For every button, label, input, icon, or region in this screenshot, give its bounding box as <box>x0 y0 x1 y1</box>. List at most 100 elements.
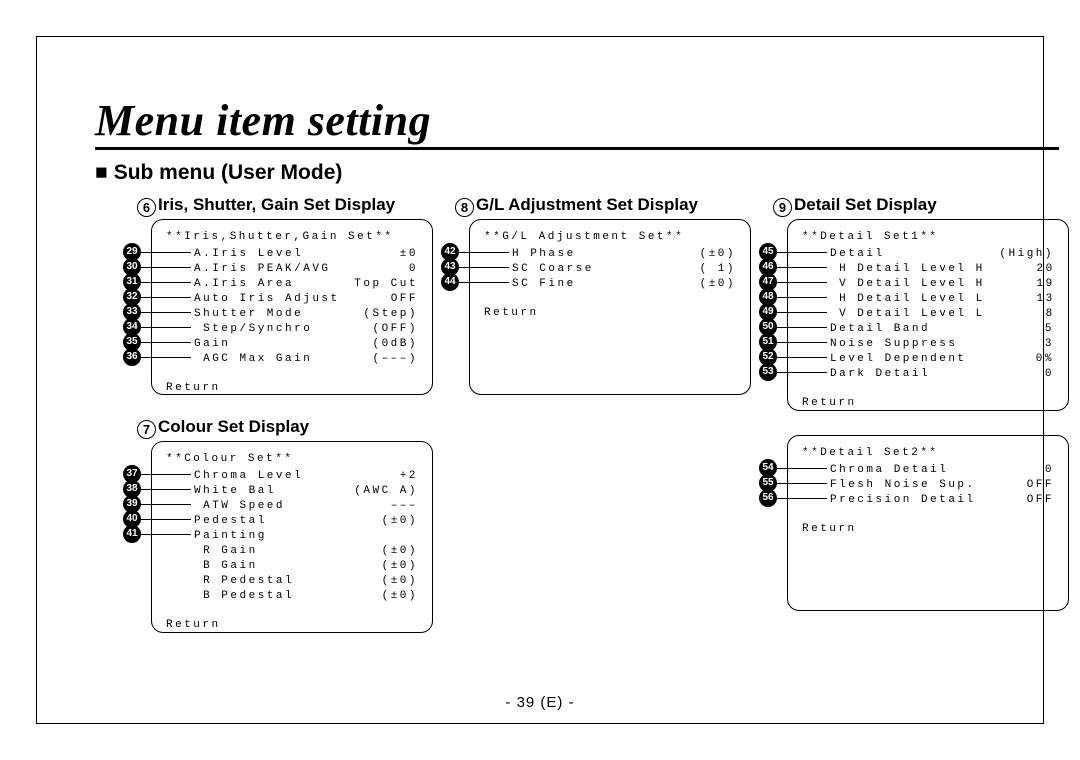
menu-row-value: (OFF) <box>348 322 418 337</box>
panel-header: **Detail Set1** <box>802 230 1054 245</box>
menu-row-value: (±0) <box>348 514 418 529</box>
menu-panel-gl: **G/L Adjustment Set**H Phase(±0)SC Coar… <box>469 219 751 395</box>
menu-row-label: Detail Band <box>830 322 984 337</box>
page-frame: Menu item setting ■Sub menu (User Mode) … <box>36 36 1044 724</box>
menu-row: A.Iris AreaTop Cut <box>194 277 418 292</box>
leader-line <box>141 534 191 535</box>
menu-row-value: 0 <box>984 367 1054 382</box>
menu-row: Chroma Detail0 <box>830 463 1054 478</box>
menu-row-value: Top Cut <box>348 277 418 292</box>
leader-line <box>141 519 191 520</box>
panel-title-colour: 7Colour Set Display <box>137 417 309 439</box>
panel-header: **Colour Set** <box>166 452 418 467</box>
menu-row: Level Dependent0% <box>830 352 1054 367</box>
menu-row: Noise Suppress3 <box>830 337 1054 352</box>
menu-row-label: B Gain <box>194 559 348 574</box>
menu-row: SC Fine(±0) <box>512 277 736 292</box>
section-bullet-icon: ■ <box>95 161 108 184</box>
menu-row: A.Iris Level±0 <box>194 247 418 262</box>
menu-row-value: OFF <box>984 478 1054 493</box>
menu-row-label: Painting <box>194 529 348 544</box>
leader-line <box>141 489 191 490</box>
leader-line <box>459 282 509 283</box>
menu-row-value: (±0) <box>348 559 418 574</box>
return-row: Return <box>484 306 736 321</box>
menu-row-label: H Phase <box>512 247 666 262</box>
menu-row-label: V Detail Level H <box>830 277 985 292</box>
menu-row: A.Iris PEAK/AVG0 <box>194 262 418 277</box>
menu-row-value: 0 <box>984 463 1054 478</box>
menu-row: Step/Synchro(OFF) <box>194 322 418 337</box>
menu-row-label: SC Fine <box>512 277 666 292</box>
page-title: Menu item setting <box>95 95 431 146</box>
menu-row-label: White Bal <box>194 484 348 499</box>
leader-line <box>141 342 191 343</box>
panel-title-text: Colour Set Display <box>158 417 309 436</box>
menu-row-value: 0% <box>984 352 1054 367</box>
row-number-badge: 41 <box>123 525 141 543</box>
menu-row-label: Precision Detail <box>830 493 984 508</box>
leader-line <box>777 312 827 313</box>
menu-row-value: OFF <box>984 493 1054 508</box>
leader-line <box>141 252 191 253</box>
panel-title-detail: 9Detail Set Display <box>773 195 937 217</box>
menu-row-value: (0dB) <box>348 337 418 352</box>
leader-line <box>141 297 191 298</box>
menu-row-value: OFF <box>348 292 418 307</box>
return-row: Return <box>802 396 1054 411</box>
menu-row: V Detail Level L8 <box>830 307 1054 322</box>
menu-row: SC Coarse( 1) <box>512 262 736 277</box>
menu-row-value <box>348 529 418 544</box>
menu-row: Precision DetailOFF <box>830 493 1054 508</box>
row-number-badge: 36 <box>123 348 141 366</box>
title-underline <box>95 147 1059 150</box>
menu-row-value: 20 <box>985 262 1055 277</box>
leader-line <box>777 357 827 358</box>
menu-row: R Pedestal(±0) <box>194 574 418 589</box>
menu-row-label: A.Iris Level <box>194 247 348 262</box>
menu-row-value: (–––) <box>348 352 418 367</box>
menu-row-value: (±0) <box>348 589 418 604</box>
menu-row-value: 5 <box>984 322 1054 337</box>
page-number: - 39 (E) - <box>37 694 1043 711</box>
return-row: Return <box>166 618 418 633</box>
menu-row-value: ––– <box>348 499 418 514</box>
menu-row: White Bal(AWC A) <box>194 484 418 499</box>
menu-row: Detail(High) <box>830 247 1054 262</box>
leader-line <box>777 282 827 283</box>
menu-row-label: Shutter Mode <box>194 307 348 322</box>
menu-row-value: 8 <box>985 307 1055 322</box>
menu-row-value: 13 <box>985 292 1055 307</box>
circled-number-icon: 7 <box>137 420 156 439</box>
menu-row: AGC Max Gain(–––) <box>194 352 418 367</box>
menu-row-label: Auto Iris Adjust <box>194 292 348 307</box>
menu-row: Gain(0dB) <box>194 337 418 352</box>
leader-line <box>777 252 827 253</box>
menu-row-value: (±0) <box>666 277 736 292</box>
menu-row-value: 19 <box>985 277 1055 292</box>
menu-row-label: Chroma Level <box>194 469 348 484</box>
menu-row: H Phase(±0) <box>512 247 736 262</box>
menu-row: Flesh Noise Sup.OFF <box>830 478 1054 493</box>
menu-row: Detail Band5 <box>830 322 1054 337</box>
leader-line <box>777 372 827 373</box>
menu-row-value: (AWC A) <box>348 484 418 499</box>
leader-line <box>141 474 191 475</box>
menu-row-label: Pedestal <box>194 514 348 529</box>
menu-panel-detail2: **Detail Set2**Chroma Detail0Flesh Noise… <box>787 435 1069 611</box>
section-title-text: Sub menu (User Mode) <box>114 161 343 184</box>
leader-line <box>141 267 191 268</box>
menu-row-label: H Detail Level L <box>830 292 985 307</box>
menu-row: R Gain(±0) <box>194 544 418 559</box>
panel-title-iris: 6Iris, Shutter, Gain Set Display <box>137 195 395 217</box>
menu-row-label: A.Iris PEAK/AVG <box>194 262 348 277</box>
menu-row-label: R Gain <box>194 544 348 559</box>
menu-row-label: A.Iris Area <box>194 277 348 292</box>
menu-row-value: (±0) <box>666 247 736 262</box>
menu-panel-colour: **Colour Set**Chroma Level+2White Bal(AW… <box>151 441 433 633</box>
menu-row: Auto Iris AdjustOFF <box>194 292 418 307</box>
menu-row-label: B Pedestal <box>194 589 348 604</box>
leader-line <box>141 282 191 283</box>
menu-row: Dark Detail0 <box>830 367 1054 382</box>
menu-row-label: Step/Synchro <box>194 322 348 337</box>
